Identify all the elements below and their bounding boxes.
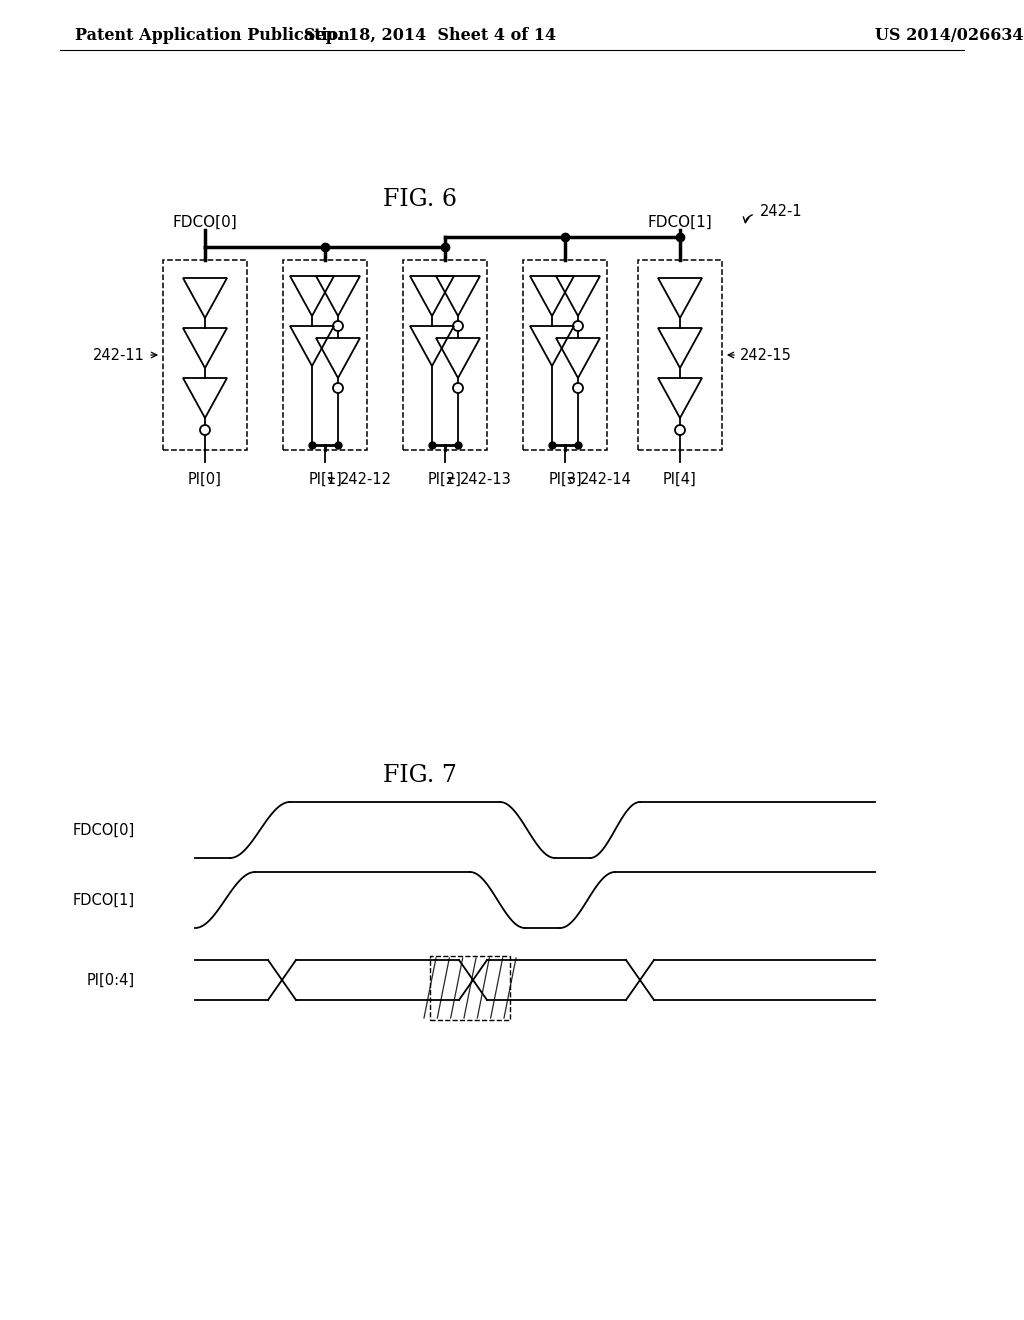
Text: FDCO[1]: FDCO[1] [73, 892, 135, 908]
Bar [403, 260, 487, 450]
Text: FDCO[0]: FDCO[0] [173, 215, 238, 230]
Bar [523, 260, 607, 450]
Text: Sep. 18, 2014  Sheet 4 of 14: Sep. 18, 2014 Sheet 4 of 14 [304, 26, 556, 44]
Bar [638, 260, 722, 450]
Text: 242-14: 242-14 [580, 473, 632, 487]
Text: FDCO[0]: FDCO[0] [73, 822, 135, 837]
Bar [163, 260, 247, 450]
Text: 242-13: 242-13 [460, 473, 512, 487]
Text: PI[3]: PI[3] [548, 473, 582, 487]
Text: 242-11: 242-11 [93, 347, 145, 363]
Text: FIG. 7: FIG. 7 [383, 763, 457, 787]
Bar [283, 260, 367, 450]
Text: Patent Application Publication: Patent Application Publication [75, 26, 350, 44]
Text: 242-12: 242-12 [340, 473, 392, 487]
Text: 242-1: 242-1 [760, 205, 803, 219]
Text: FDCO[1]: FDCO[1] [647, 215, 713, 230]
Text: 242-15: 242-15 [740, 347, 792, 363]
Text: PI[0:4]: PI[0:4] [87, 973, 135, 987]
Text: PI[1]: PI[1] [308, 473, 342, 487]
Text: FIG. 6: FIG. 6 [383, 189, 457, 211]
Text: US 2014/0266341 A1: US 2014/0266341 A1 [874, 26, 1024, 44]
Text: PI[0]: PI[0] [188, 473, 222, 487]
Bar [430, 956, 510, 1020]
Text: PI[2]: PI[2] [428, 473, 462, 487]
Text: PI[4]: PI[4] [664, 473, 697, 487]
